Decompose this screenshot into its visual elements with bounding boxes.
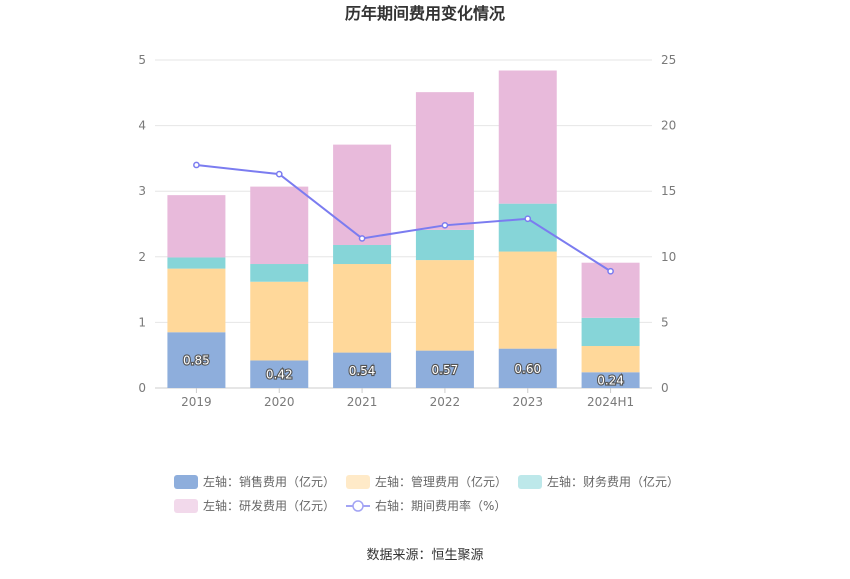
bar-segment [498,203,557,252]
x-axis-ticks: 2019 2020 2021 2022 2023 2024H1 [181,388,634,409]
bar-segment [167,195,226,258]
rate-line-point [358,235,366,242]
bar-segment [415,350,474,388]
x-tick-label: 2023 [512,395,543,409]
legend-label: 左轴：研发费用（亿元） [203,498,335,513]
bar-segment [333,264,392,353]
bar-segment [250,264,309,282]
bar-segment [498,348,557,388]
x-tick-label: 2021 [347,395,378,409]
legend-line-marker [352,500,364,512]
legend-label: 左轴：财务费用（亿元） [547,474,679,489]
x-tick-label: 2020 [264,395,295,409]
bar-segment [333,244,392,265]
right-tick-label: 20 [661,119,676,133]
bar-segment [498,70,557,204]
left-tick-label: 1 [138,315,146,329]
right-axis-ticks: 0 5 10 15 20 25 [661,53,676,395]
bar-segment [250,281,309,361]
bar-segment [581,372,640,388]
chart-title: 历年期间费用变化情况 [345,4,505,23]
left-tick-label: 5 [138,53,146,67]
left-tick-label: 0 [138,381,146,395]
rate-line-point [607,267,614,275]
bar-segment [581,317,640,347]
bar-segment [415,229,474,261]
bar-data-label: 0.42 [266,368,293,382]
legend-label: 左轴：管理费用（亿元） [375,474,507,489]
rate-line-path [196,163,612,273]
right-tick-label: 25 [661,53,676,67]
bar-segment [581,346,640,373]
data-source: 数据来源：恒生聚源 [366,548,483,563]
rate-line-point [524,215,532,223]
right-tick-label: 5 [661,315,669,329]
bar-segment [333,352,392,388]
bar-segment [415,260,474,351]
legend-swatch [174,499,198,513]
x-tick-label: 2024H1 [587,395,634,409]
bar-segment [250,360,309,388]
left-tick-label: 4 [138,119,146,133]
bar-segment [167,257,226,269]
right-tick-label: 10 [661,250,676,264]
bar-data-label: 0.85 [183,354,210,368]
bar-data-label: 0.57 [432,363,459,377]
legend-label: 左轴：销售费用（亿元） [203,474,335,489]
grid-lines [155,59,652,389]
bars [167,70,640,388]
left-tick-label: 3 [138,184,146,198]
bar-segment [250,186,309,265]
bar-data-label: 0.24 [597,374,624,388]
rate-line-point [193,161,200,169]
bar-segment [498,251,557,349]
x-tick-label: 2022 [430,395,461,409]
left-axis-ticks: 0 1 2 3 4 5 [138,53,146,395]
legend-label: 右轴：期间费用率（%） [375,498,506,513]
bar-data-labels: 0.85 0.42 0.54 0.57 0.60 0.24 [182,353,625,389]
bar-data-label: 0.54 [349,364,376,378]
expense-rate-line [193,161,614,275]
right-tick-label: 15 [661,184,676,198]
rate-line-point [441,221,449,229]
legend-swatch [346,475,370,489]
left-tick-label: 2 [138,250,146,264]
bar-data-label: 0.60 [514,362,541,376]
bar-segment [167,268,226,333]
legend-swatch [518,475,542,489]
x-tick-label: 2019 [181,395,212,409]
bar-segment [167,332,226,388]
legend-swatch [174,475,198,489]
bar-segment [415,92,474,230]
right-tick-label: 0 [661,381,669,395]
legend: 左轴：销售费用（亿元） 左轴：管理费用（亿元） 左轴：财务费用（亿元） 左轴：研发费用… [174,474,679,513]
rate-line-point [275,170,283,178]
bar-segment [333,144,392,245]
